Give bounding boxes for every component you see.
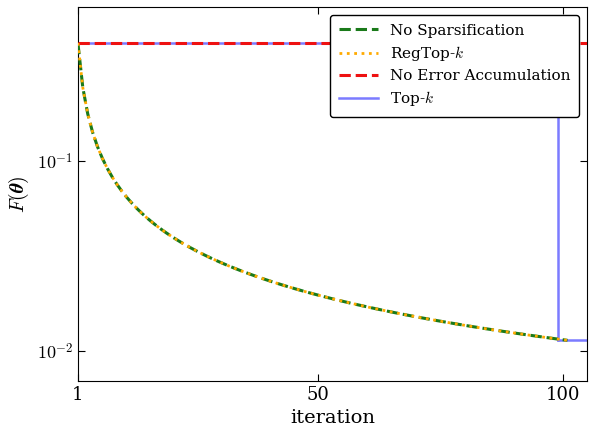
- X-axis label: iteration: iteration: [290, 409, 375, 427]
- No Sparsification: [441, 319, 448, 325]
- RegTop-$k$: [417, 315, 424, 320]
- No Sparsification: [74, 40, 81, 46]
- Line: No Sparsification: No Sparsification: [78, 43, 567, 340]
- No Sparsification: [299, 289, 307, 294]
- RegTop-$k$: [299, 289, 307, 294]
- Line: RegTop-$k$: RegTop-$k$: [78, 43, 567, 340]
- No Sparsification: [564, 338, 571, 343]
- No Sparsification: [368, 305, 375, 310]
- RegTop-$k$: [368, 305, 375, 310]
- No Sparsification: [109, 174, 116, 180]
- No Sparsification: [417, 315, 424, 320]
- Y-axis label: $F(\boldsymbol{\theta})$: $F(\boldsymbol{\theta})$: [7, 175, 31, 213]
- RegTop-$k$: [564, 338, 571, 343]
- Legend: No Sparsification, RegTop-$k$, No Error Accumulation, Top-$k$: No Sparsification, RegTop-$k$, No Error …: [330, 15, 579, 117]
- RegTop-$k$: [441, 319, 448, 325]
- RegTop-$k$: [197, 250, 204, 256]
- No Sparsification: [197, 250, 204, 256]
- RegTop-$k$: [74, 40, 81, 46]
- RegTop-$k$: [109, 174, 116, 180]
